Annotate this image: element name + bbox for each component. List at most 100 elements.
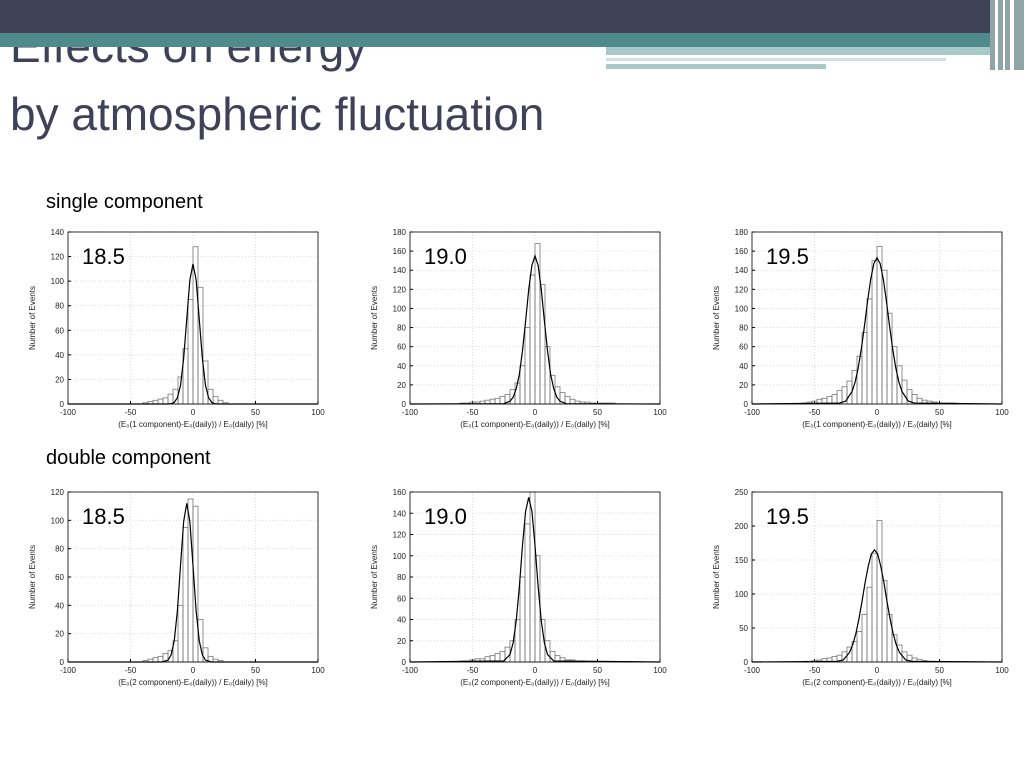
- x-tick-label: 100: [995, 666, 1009, 675]
- y-tick-label: 160: [393, 247, 407, 256]
- slide-title-line: by atmospheric fluctuation: [10, 88, 544, 140]
- chart: 0 20 40 60 80 100 120 -100 -50 0 50 100 18.5 (E₀(2 co…: [28, 488, 325, 687]
- x-tick-label: -50: [125, 666, 137, 675]
- y-axis-label: Number of Events: [370, 545, 379, 609]
- histogram-bar: [891, 346, 898, 405]
- x-axis-label: (E₀(1 component)-E₀(daily)) / E₀(daily) …: [802, 420, 952, 429]
- x-tick-label: 100: [311, 408, 325, 417]
- plot-frame: [751, 231, 1003, 405]
- x-tick-label: -100: [744, 666, 761, 675]
- chart: 0 20 40 60 80 100 120 140 -100 -50 0 50 100 18.5 (E₀(1…: [28, 228, 325, 429]
- y-tick-label: 100: [393, 552, 407, 561]
- x-tick-label: -50: [809, 666, 821, 675]
- histogram-bar: [544, 346, 551, 405]
- y-tick-label: 100: [393, 304, 407, 313]
- histogram-bar: [871, 552, 878, 663]
- y-tick-label: 120: [51, 253, 65, 262]
- x-tick-label: -100: [60, 666, 77, 675]
- x-axis-label: (E₀(2 component)-E₀(daily)) / E₀(daily) …: [118, 678, 268, 687]
- y-tick-label: 100: [735, 304, 749, 313]
- y-tick-label: 120: [51, 488, 65, 497]
- x-axis-label: (E₀(2 component)-E₀(daily)) / E₀(daily) …: [460, 678, 610, 687]
- y-tick-label: 200: [735, 522, 749, 531]
- x-tick-label: 0: [533, 666, 538, 675]
- y-tick-label: 20: [55, 630, 64, 639]
- section-label: double component: [46, 447, 211, 469]
- y-tick-label: 0: [402, 658, 407, 667]
- y-tick-label: 40: [739, 362, 748, 371]
- x-axis-label: (E₀(1 component)-E₀(daily)) / E₀(daily) …: [118, 420, 268, 429]
- histogram-bar: [514, 382, 521, 405]
- y-tick-label: 60: [397, 594, 406, 603]
- chart: 0 20 40 60 80 100 120 140 160 180 -100 -50 0 50 100 19.…: [370, 228, 667, 429]
- histogram-bar: [197, 286, 204, 405]
- histogram-bar: [861, 614, 868, 663]
- y-tick-label: 20: [397, 381, 406, 390]
- y-tick-label: 40: [55, 601, 64, 610]
- y-tick-label: 140: [393, 266, 407, 275]
- y-tick-label: 140: [393, 509, 407, 518]
- histogram-bar: [544, 640, 551, 663]
- histogram-bar: [162, 397, 169, 405]
- histogram-bar: [866, 586, 873, 663]
- histogram-bar: [866, 298, 873, 405]
- y-tick-label: 100: [735, 590, 749, 599]
- x-tick-label: 0: [875, 408, 880, 417]
- x-tick-label: -100: [60, 408, 77, 417]
- histogram-bar: [524, 523, 531, 663]
- chart-annotation: 18.5: [82, 244, 125, 269]
- y-tick-label: 0: [744, 658, 749, 667]
- histogram-bar: [856, 631, 863, 663]
- chart-annotation: 19.5: [766, 504, 809, 529]
- y-tick-label: 20: [739, 381, 748, 390]
- y-tick-label: 150: [735, 556, 749, 565]
- y-tick-label: 120: [735, 285, 749, 294]
- chart: 0 20 40 60 80 100 120 140 160 -100 -50 0 50 100 19.0 (E…: [370, 488, 667, 687]
- y-tick-label: 0: [60, 400, 65, 409]
- plot-frame: [409, 231, 661, 405]
- fit-curve: [751, 548, 1003, 663]
- x-tick-label: 0: [533, 408, 538, 417]
- y-tick-label: 180: [735, 228, 749, 237]
- y-tick-label: 250: [735, 488, 749, 497]
- header-decoration: [0, 0, 1024, 70]
- plot-frame: [751, 491, 1003, 663]
- fit-curve: [751, 256, 1003, 405]
- y-tick-label: 160: [393, 488, 407, 497]
- x-tick-label: 50: [935, 408, 944, 417]
- histogram-bar: [871, 260, 878, 405]
- chart-annotation: 19.0: [424, 244, 467, 269]
- histogram-bar: [182, 527, 189, 663]
- x-tick-label: -50: [467, 408, 479, 417]
- y-axis-label: Number of Events: [712, 545, 721, 609]
- histogram-bar: [157, 398, 164, 405]
- histogram-bar: [861, 331, 868, 405]
- histogram-bar: [499, 395, 506, 405]
- y-tick-label: 40: [397, 362, 406, 371]
- fit-curve: [68, 263, 318, 405]
- y-tick-label: 80: [397, 324, 406, 333]
- chart: 0 50 100 150 200 250 -100 -50 0 50 100 19.5 (E₀(2 co…: [712, 488, 1009, 687]
- y-axis-label: Number of Events: [28, 286, 37, 350]
- y-tick-label: 120: [393, 285, 407, 294]
- y-axis-label: Number of Events: [370, 286, 379, 350]
- x-tick-label: -50: [809, 408, 821, 417]
- plot-frame: [67, 491, 319, 663]
- y-tick-label: 0: [744, 400, 749, 409]
- y-tick-label: 80: [397, 573, 406, 582]
- histogram-bar: [152, 657, 159, 663]
- histogram-bar: [157, 655, 164, 663]
- y-tick-label: 100: [51, 516, 65, 525]
- histogram-bar: [876, 520, 883, 663]
- histogram-bar: [167, 393, 174, 405]
- plot-frame: [67, 231, 319, 405]
- y-tick-label: 40: [55, 351, 64, 360]
- y-tick-label: 160: [735, 247, 749, 256]
- y-tick-label: 20: [397, 637, 406, 646]
- y-tick-label: 0: [402, 400, 407, 409]
- x-tick-label: 100: [995, 408, 1009, 417]
- chart-annotation: 18.5: [82, 504, 125, 529]
- x-axis-label: (E₀(2 component)-E₀(daily)) / E₀(daily) …: [802, 678, 952, 687]
- y-tick-label: 60: [397, 343, 406, 352]
- histogram-bar: [881, 580, 888, 663]
